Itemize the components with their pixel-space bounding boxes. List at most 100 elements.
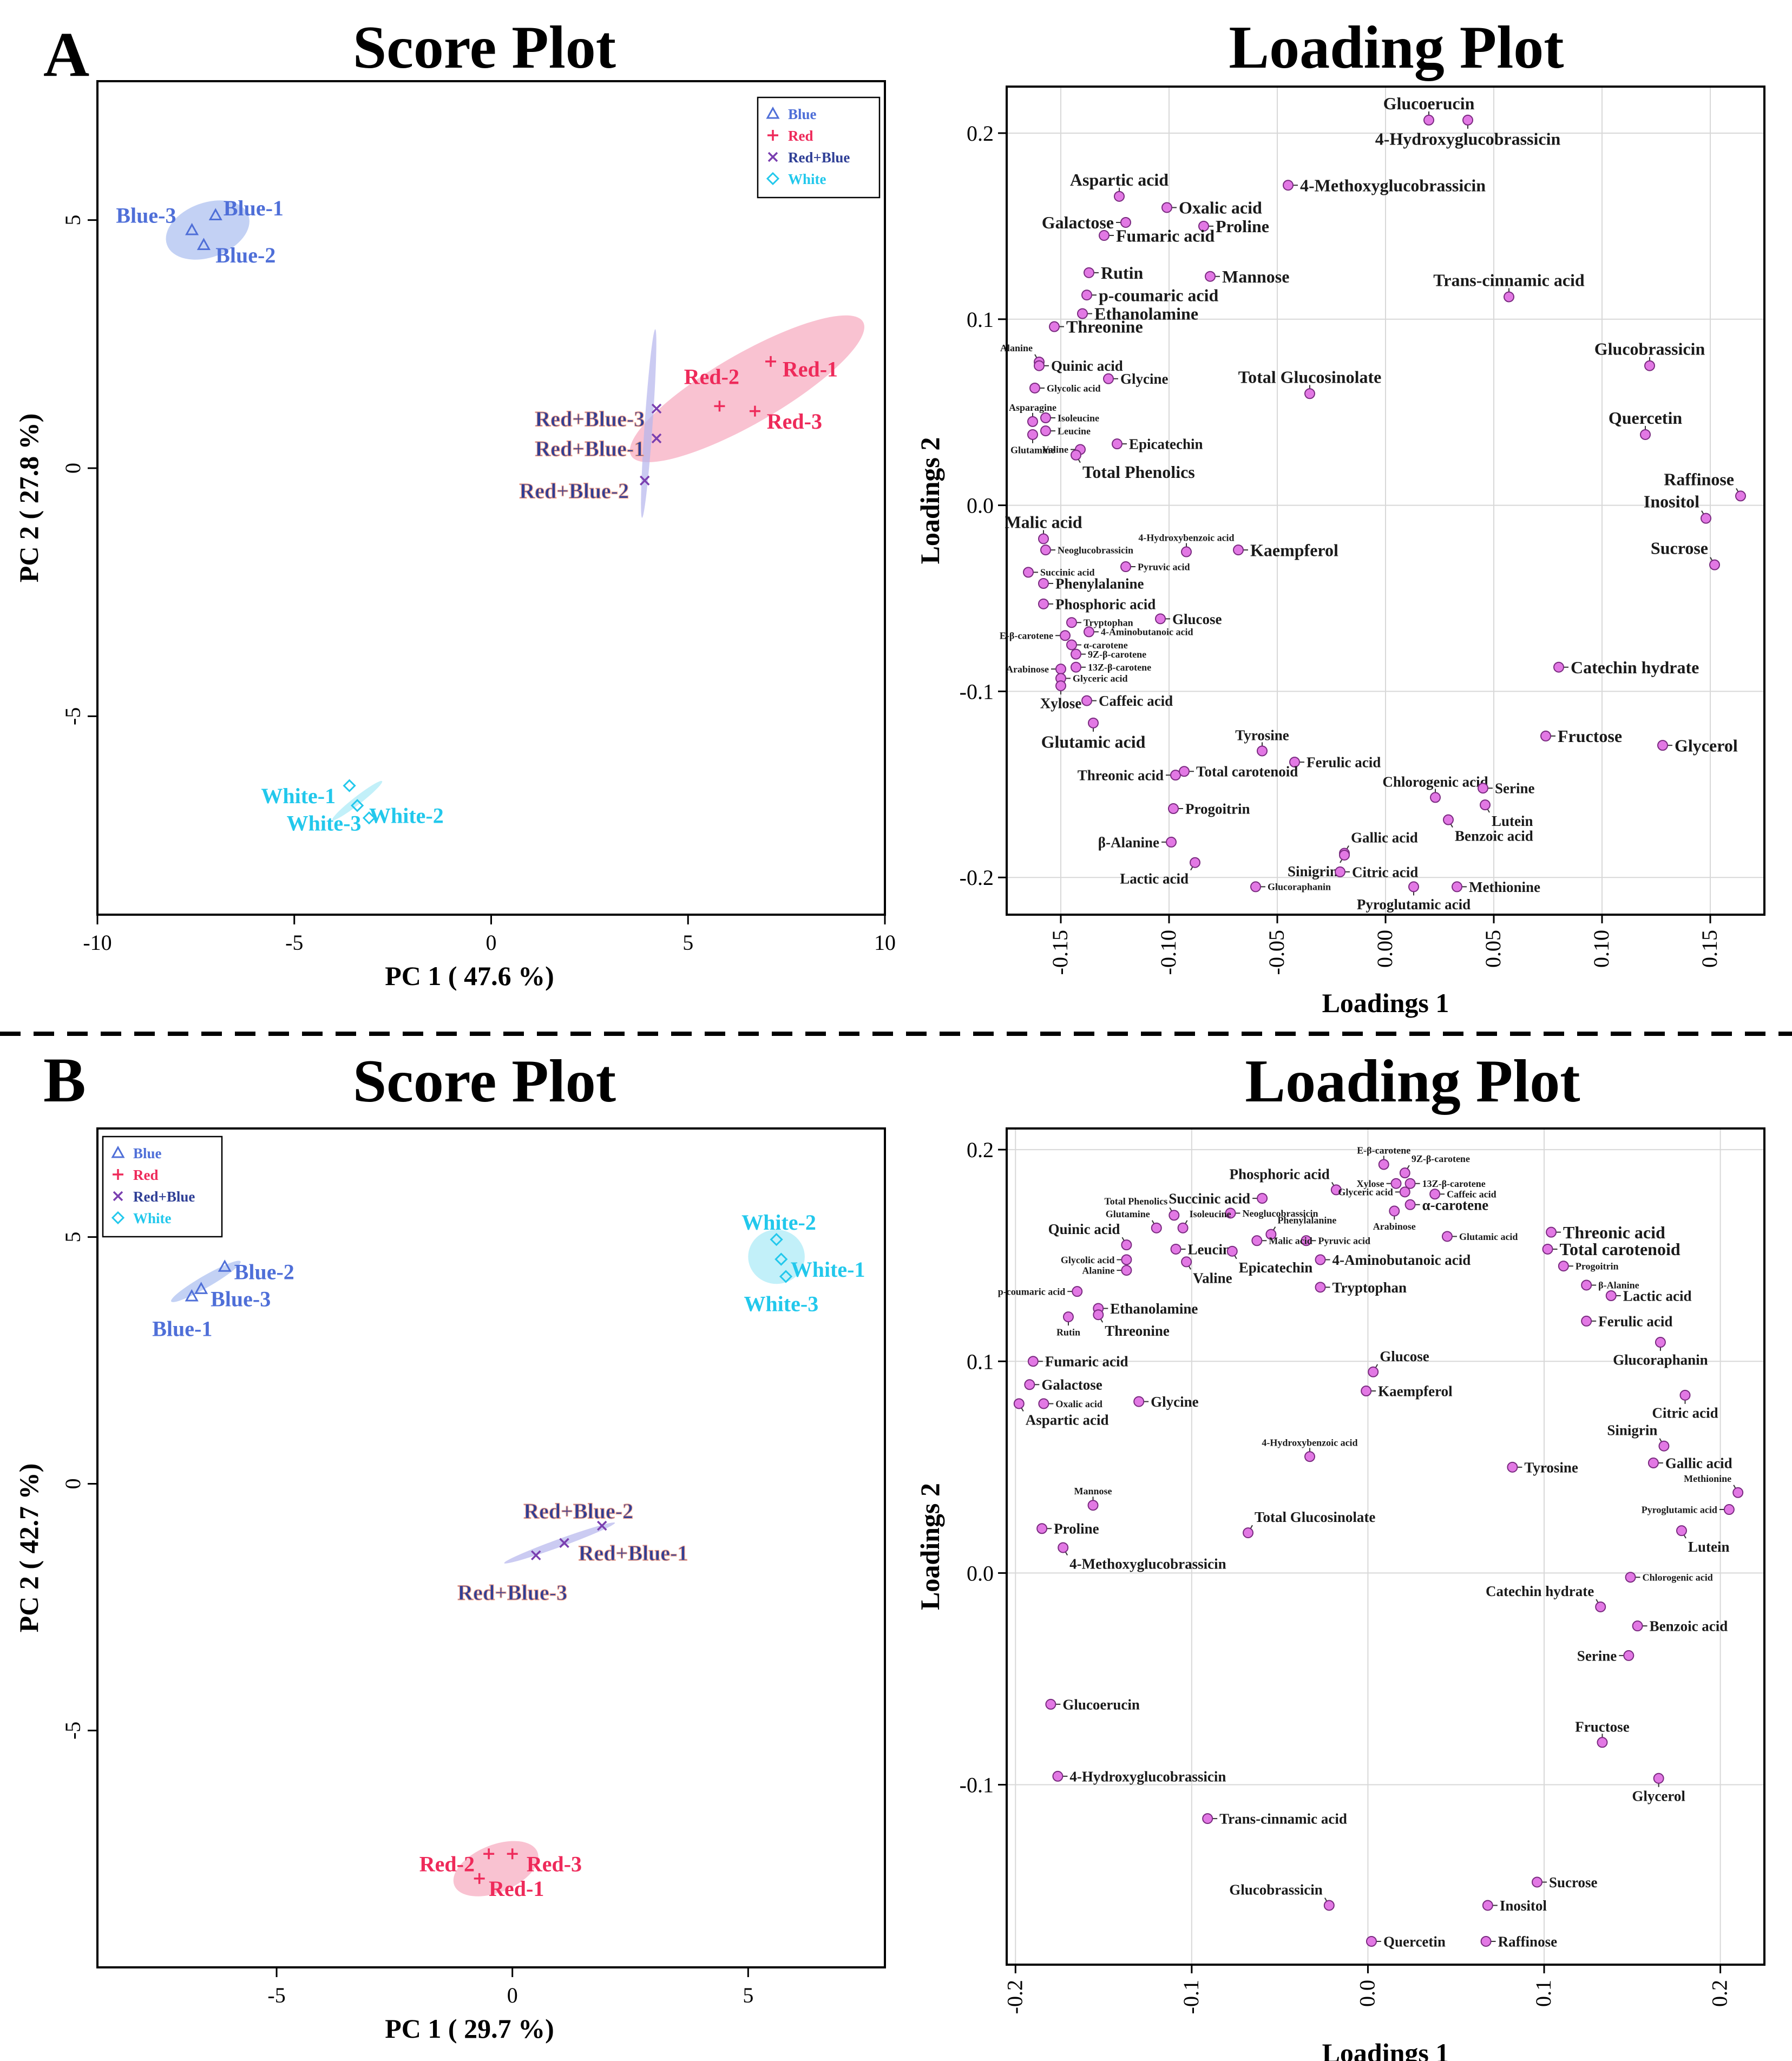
score-point-red-1-marker (474, 1873, 485, 1884)
loading-label: Neoglucobrassicin (1058, 544, 1133, 555)
loading-label: Epicatechin (1239, 1259, 1313, 1276)
loading-point: p-coumaric acid (1081, 285, 1219, 305)
loading-point: Citric acid (1652, 1389, 1718, 1421)
loading-label: Glycolic acid (1061, 1255, 1114, 1265)
score-point-label: Red-2 (684, 364, 739, 389)
loading-marker (1647, 1458, 1659, 1468)
loading-marker (1443, 814, 1454, 825)
loading-plot-a-title: Loading Plot (1229, 14, 1564, 81)
loading-marker (1024, 1379, 1035, 1390)
loading-marker (1251, 1235, 1263, 1246)
loading-label: Progoitrin (1185, 800, 1250, 817)
y-tick-label: 0.2 (967, 1138, 994, 1162)
loading-label: Mannose (1074, 1486, 1112, 1496)
loading-marker (1114, 191, 1125, 202)
loading-label: Catechin hydrate (1571, 658, 1699, 677)
loading-point: Phosphoric acid (1230, 1166, 1342, 1196)
loading-label: Glyceric acid (1338, 1187, 1393, 1198)
loading-label: Asparagine (1009, 402, 1056, 413)
confidence-ellipse-red (629, 315, 864, 462)
loading-point: Oxalic acid (1161, 198, 1262, 218)
loading-marker (1540, 730, 1551, 741)
loading-label: Kaempferol (1378, 1383, 1453, 1399)
loading-marker (1133, 1396, 1145, 1407)
loading-label: Raffinose (1664, 469, 1734, 489)
loading-point: Raffinose (1480, 1933, 1557, 1950)
x-tick-label: -5 (267, 1983, 285, 2007)
loading-marker (1315, 1282, 1326, 1293)
loading-label: Total Glucosinolate (1238, 367, 1382, 386)
score-point-blue-3-marker (185, 222, 199, 235)
loading-label: Fructose (1575, 1718, 1629, 1735)
loading-plot-b: -0.2 -0.1 0.0 0.1 0.2 0.2 0.1 0.0 -0.1 Loadings 1… (915, 1127, 1765, 2061)
loading-point: Total Phenolics (1104, 1196, 1180, 1221)
loading-point: Inositol (1482, 1898, 1547, 1914)
loading-point: 4-Methoxyglucobrassicin (1283, 175, 1486, 195)
loading-label: p-coumaric acid (998, 1286, 1065, 1297)
loading-label: Lutein (1492, 813, 1533, 829)
loading-label: Tryptophan (1084, 618, 1133, 628)
loading-marker (1027, 1356, 1039, 1367)
loading-marker (1233, 544, 1244, 556)
loading-marker (1071, 661, 1081, 673)
loading-label: Fumaric acid (1045, 1354, 1128, 1370)
loading-marker (1055, 664, 1066, 675)
loading-point: Glucose (1368, 1348, 1429, 1377)
score-point-label: Blue-3 (211, 1287, 271, 1311)
loading-point: Sucrose (1651, 539, 1720, 570)
loading-point: α-carotene (1066, 639, 1128, 651)
y-tick-label: -0.2 (960, 865, 994, 890)
loading-label: Glutamic acid (1041, 732, 1146, 751)
loading-marker (1112, 438, 1123, 450)
loading-marker (1265, 1229, 1277, 1240)
loading-marker (1452, 881, 1462, 892)
loading-marker (1081, 695, 1092, 706)
loading-label: Ethanolamine (1094, 304, 1198, 324)
loading-point: Glycolic acid (1061, 1254, 1132, 1265)
loading-point: Succinic acid (1169, 1191, 1268, 1207)
loading-point: Glycerol (1657, 736, 1738, 755)
loading-marker (1202, 1813, 1213, 1824)
loading-point: Progoitrin (1168, 800, 1250, 817)
loading-label: 4-Hydroxybenzoic acid (1138, 533, 1234, 543)
loading-point: Proline (1036, 1521, 1099, 1537)
legend-label: White (133, 1210, 172, 1226)
score-point-red+blue-3-marker (531, 1550, 541, 1560)
loading-plot-a: -0.15 -0.10 -0.05 0.00 0.05 0.10 0.15 0.2 0.1 0.0… (915, 86, 1765, 1018)
loading-label: Sinigrin (1288, 863, 1338, 879)
loading-marker (1066, 617, 1077, 628)
loading-point: Pyruvic acid (1120, 561, 1190, 572)
loading-label: Gallic acid (1351, 830, 1418, 846)
loading-marker (1166, 836, 1177, 848)
loading-marker (1330, 1184, 1342, 1196)
loading-marker (1368, 1366, 1379, 1377)
loading-label: Catechin hydrate (1486, 1583, 1594, 1599)
loading-label: Fructose (1558, 726, 1622, 746)
loading-marker (1169, 1210, 1180, 1221)
loading-point: β-Alanine (1581, 1279, 1639, 1291)
loading-label: Isoleucine (1058, 412, 1099, 423)
loading-marker (1323, 1900, 1335, 1911)
loading-marker (1723, 1504, 1735, 1515)
loading-point: Total carotenoid (1542, 1239, 1681, 1259)
loading-point: Glycine (1103, 371, 1169, 387)
loading-label: E-β-carotene (1357, 1145, 1410, 1156)
loading-label: Glucose (1380, 1348, 1429, 1364)
loading-label: Phosphoric acid (1230, 1166, 1330, 1182)
loading-marker (1087, 1500, 1099, 1511)
x-axis-label: Loadings 1 (1322, 2038, 1449, 2061)
loading-point: Methionine (1684, 1473, 1744, 1498)
loading-point: Oxalic acid (1038, 1398, 1102, 1409)
score-point-blue-2-marker (196, 238, 211, 250)
legend-redblue-marker (767, 152, 778, 162)
loading-point: Tryptophan (1315, 1279, 1407, 1296)
loading-point: 4-Aminobutanoic acid (1084, 626, 1193, 638)
loading-marker (1250, 881, 1261, 892)
loading-label: Xylose (1357, 1178, 1384, 1189)
loading-point: Tryptophan (1066, 617, 1133, 628)
loading-marker (1040, 412, 1051, 423)
loading-marker (1045, 1698, 1056, 1710)
loading-marker (1558, 1261, 1569, 1272)
loading-marker (1553, 661, 1564, 673)
loading-label: 9Z-β-carotene (1412, 1153, 1470, 1164)
